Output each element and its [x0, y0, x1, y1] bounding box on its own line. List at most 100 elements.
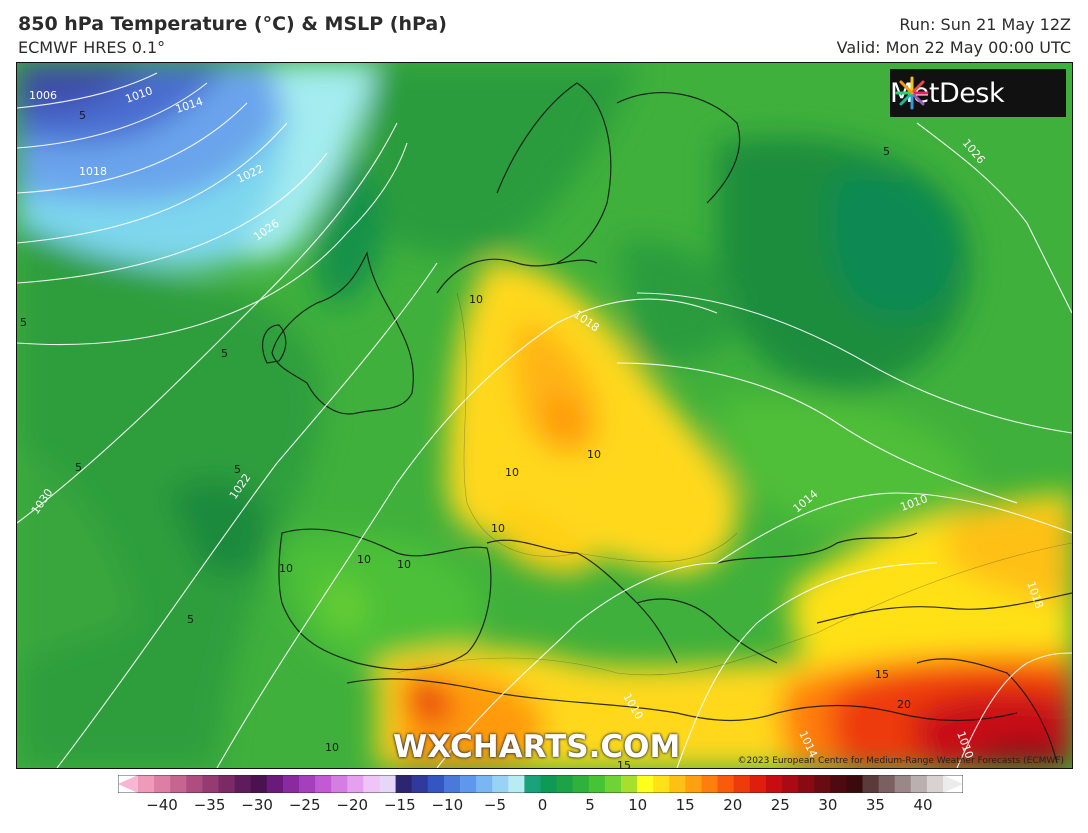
temp-label: 10 [357, 553, 371, 566]
colorbar-cell [798, 775, 815, 793]
colorbar-cell [653, 775, 670, 793]
colorbar-cell [202, 775, 219, 793]
colorbar-cell [460, 775, 477, 793]
colorbar-cell [492, 775, 509, 793]
colorbar-tick-label: 5 [585, 796, 595, 814]
colorbar-cell [476, 775, 493, 793]
colorbar-cell [411, 775, 429, 793]
colorbar-tick-label: 20 [723, 796, 743, 814]
colorbar-cell [814, 775, 831, 793]
colorbar-tick-label: −5 [483, 796, 506, 814]
metdesk-logo: MetDesk [890, 69, 1066, 117]
temp-label: 5 [221, 347, 228, 360]
colorbar-cell [604, 775, 622, 793]
colorbar-cell [637, 775, 654, 793]
colorbar-cell [701, 775, 719, 793]
map-canvas: 1006 1010 1014 1018 1022 1026 1030 1022 … [17, 63, 1072, 768]
isobar-label: 1006 [29, 89, 57, 102]
temp-label: 10 [587, 448, 601, 461]
colorbar-tick-label: −35 [193, 796, 226, 814]
temp-label: 5 [75, 461, 82, 474]
run-time: Run: Sun 21 May 12Z [899, 15, 1071, 34]
colorbar-tick-label: 25 [770, 796, 790, 814]
chart-title: 850 hPa Temperature (°C) & MSLP (hPa) [18, 13, 447, 35]
colorbar-cell [315, 775, 332, 793]
colorbar-cell [621, 775, 638, 793]
chart-header: 850 hPa Temperature (°C) & MSLP (hPa) EC… [0, 0, 1088, 62]
watermark: WXCHARTS.COM [393, 729, 681, 765]
colorbar-cell [186, 775, 203, 793]
colorbar-cell [443, 775, 461, 793]
valid-time: Valid: Mon 22 May 00:00 UTC [836, 38, 1071, 57]
colorbar-cell [524, 775, 541, 793]
colorbar-cell [363, 775, 380, 793]
colorbar-cell [749, 775, 767, 793]
colorbar-cell [138, 775, 155, 793]
colorbar-tick-label: −25 [288, 796, 321, 814]
metdesk-starburst-icon [895, 76, 929, 110]
temp-label: 15 [617, 759, 631, 768]
colorbar-tick-label: 10 [628, 796, 648, 814]
colorbar-tick-label: −10 [431, 796, 464, 814]
colorbar-cell [282, 775, 300, 793]
colorbar-cell [830, 775, 847, 793]
colorbar-ticks: −40 −35 −30 −25 −20 −15 −10 −5 0 5 10 15 20 25 30 35 40 [0, 796, 1088, 820]
colorbar-tick-label: −40 [146, 796, 178, 814]
colorbar-cap-left [118, 775, 138, 793]
colorbar-cell [894, 775, 912, 793]
temp-label: 10 [491, 522, 505, 535]
colorbar-cell [508, 775, 525, 793]
colorbar-cell [427, 775, 445, 793]
colorbar-cell [910, 775, 928, 793]
temp-label: 10 [505, 466, 519, 479]
colorbar-tick-label: −30 [241, 796, 273, 814]
temp-label: 15 [875, 668, 889, 681]
colorbar-cell [379, 775, 397, 793]
colorbar-cell [347, 775, 364, 793]
temp-label: 5 [187, 613, 194, 626]
colorbar-cell [170, 775, 187, 793]
colorbar-cell [765, 775, 783, 793]
colorbar-tick-label: 30 [818, 796, 838, 814]
colorbar-cell [572, 775, 590, 793]
colorbar-cell [717, 775, 735, 793]
colorbar-tick-label: 40 [913, 796, 933, 814]
colorbar-cell [926, 775, 944, 793]
colorbar-cell [685, 775, 702, 793]
colorbar-cell [669, 775, 686, 793]
temp-label: 5 [883, 145, 890, 158]
colorbar-cell [266, 775, 284, 793]
temp-label: 5 [234, 463, 241, 476]
colorbar-tick-label: 15 [675, 796, 695, 814]
colorbar-tick-label: −15 [383, 796, 416, 814]
colorbar-cell [733, 775, 751, 793]
colorbar-cell [846, 775, 863, 793]
colorbar-cell [250, 775, 268, 793]
colorbar-cell [218, 775, 236, 793]
colorbar-cell [878, 775, 896, 793]
temp-label: 10 [397, 558, 411, 571]
colorbar-tick-label: −20 [336, 796, 369, 814]
temp-label: 10 [279, 562, 293, 575]
temp-label: 10 [469, 293, 483, 306]
colorbar-cell [299, 775, 316, 793]
colorbar-cell [395, 775, 413, 793]
weather-map[interactable]: 1006 1010 1014 1018 1022 1026 1030 1022 … [16, 62, 1073, 769]
colorbar-cell [540, 775, 558, 793]
colorbar-cell [556, 775, 574, 793]
colorbar-cell [862, 775, 880, 793]
isobar-label: 1018 [79, 165, 107, 178]
temp-label: 20 [897, 698, 911, 711]
colorbar-cap-right [943, 775, 963, 793]
temp-label: 5 [79, 109, 86, 122]
colorbar-cell [331, 775, 348, 793]
temp-label: 10 [325, 741, 339, 754]
temp-label: 5 [20, 316, 27, 329]
colorbar [118, 775, 963, 793]
colorbar-cell [782, 775, 799, 793]
model-name: ECMWF HRES 0.1° [18, 38, 166, 57]
colorbar-cell [234, 775, 252, 793]
colorbar-cell [588, 775, 606, 793]
colorbar-tick-label: 35 [865, 796, 885, 814]
colorbar-tick-label: 0 [537, 796, 548, 814]
